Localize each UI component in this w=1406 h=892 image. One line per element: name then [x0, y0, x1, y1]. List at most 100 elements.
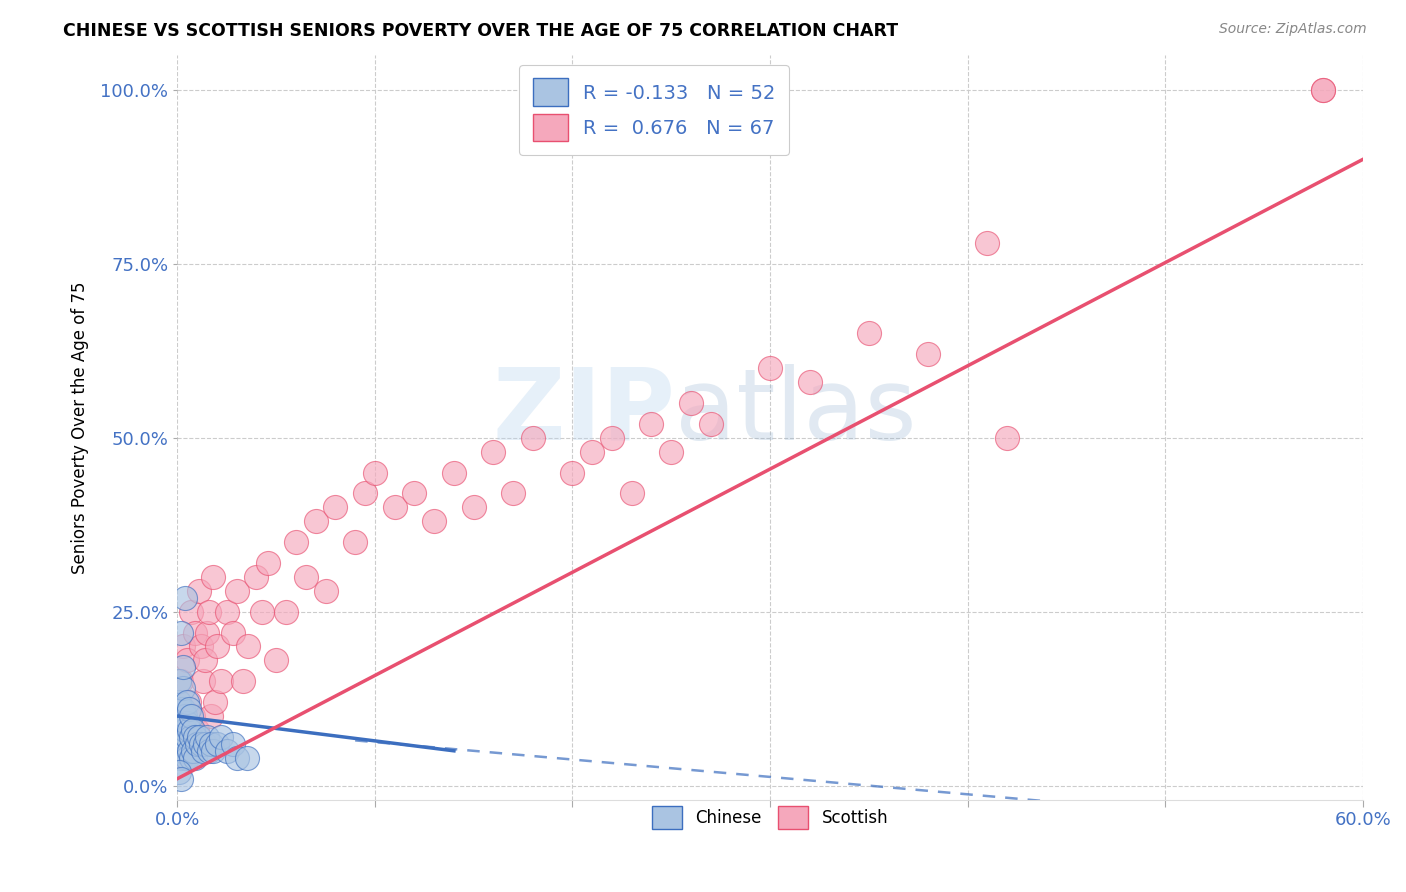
Point — [170, 737, 193, 751]
Point — [188, 730, 211, 744]
Text: atlas: atlas — [675, 364, 917, 461]
Point — [174, 723, 197, 737]
Point — [264, 653, 287, 667]
Point — [443, 466, 465, 480]
Point — [176, 695, 198, 709]
Point — [195, 730, 218, 744]
Point — [170, 716, 193, 731]
Point — [174, 591, 197, 605]
Point — [195, 625, 218, 640]
Point — [221, 625, 243, 640]
Point — [174, 723, 197, 737]
Point — [238, 640, 260, 654]
Point — [169, 674, 191, 689]
Point — [186, 723, 208, 737]
Point — [209, 730, 232, 744]
Point — [181, 744, 204, 758]
Point — [186, 737, 208, 751]
Point — [191, 674, 214, 689]
Legend: Chinese, Scottish: Chinese, Scottish — [645, 799, 894, 836]
Point — [600, 431, 623, 445]
Point — [172, 681, 194, 696]
Point — [188, 583, 211, 598]
Point — [659, 444, 682, 458]
Point — [463, 500, 485, 515]
Point — [181, 709, 204, 723]
Point — [169, 695, 191, 709]
Point — [170, 730, 193, 744]
Point — [232, 674, 254, 689]
Point — [799, 375, 821, 389]
Point — [209, 674, 232, 689]
Point — [174, 737, 197, 751]
Point — [169, 709, 191, 723]
Point — [354, 486, 377, 500]
Point — [502, 486, 524, 500]
Point — [561, 466, 583, 480]
Point — [169, 764, 191, 779]
Point — [169, 744, 191, 758]
Point — [180, 605, 202, 619]
Point — [181, 723, 204, 737]
Point — [179, 702, 201, 716]
Point — [170, 751, 193, 765]
Point — [190, 737, 212, 751]
Point — [169, 709, 191, 723]
Point — [252, 605, 274, 619]
Point — [198, 605, 221, 619]
Point — [180, 709, 202, 723]
Point — [172, 744, 194, 758]
Point — [404, 486, 426, 500]
Point — [172, 716, 194, 731]
Point — [522, 431, 544, 445]
Point — [620, 486, 643, 500]
Point — [201, 744, 224, 758]
Point — [215, 744, 238, 758]
Text: Source: ZipAtlas.com: Source: ZipAtlas.com — [1219, 22, 1367, 37]
Point — [215, 605, 238, 619]
Point — [294, 570, 316, 584]
Point — [225, 751, 247, 765]
Point — [179, 723, 201, 737]
Point — [700, 417, 723, 431]
Point — [184, 751, 207, 765]
Point — [201, 570, 224, 584]
Point — [1312, 83, 1334, 97]
Point — [204, 695, 226, 709]
Point — [184, 625, 207, 640]
Point — [174, 751, 197, 765]
Point — [640, 417, 662, 431]
Point — [1312, 83, 1334, 97]
Point — [198, 744, 221, 758]
Point — [581, 444, 603, 458]
Point — [284, 535, 307, 549]
Point — [170, 772, 193, 786]
Point — [205, 640, 228, 654]
Point — [180, 730, 202, 744]
Point — [176, 751, 198, 765]
Point — [858, 326, 880, 341]
Point — [194, 653, 217, 667]
Point — [205, 737, 228, 751]
Point — [200, 709, 222, 723]
Point — [482, 444, 505, 458]
Point — [179, 695, 201, 709]
Point — [274, 605, 297, 619]
Point — [235, 751, 257, 765]
Point — [194, 737, 217, 751]
Point — [170, 625, 193, 640]
Point — [172, 640, 194, 654]
Point — [245, 570, 267, 584]
Point — [172, 730, 194, 744]
Point — [172, 660, 194, 674]
Y-axis label: Seniors Poverty Over the Age of 75: Seniors Poverty Over the Age of 75 — [72, 281, 89, 574]
Point — [190, 640, 212, 654]
Point — [174, 709, 197, 723]
Point — [179, 744, 201, 758]
Point — [325, 500, 347, 515]
Point — [176, 716, 198, 731]
Point — [917, 347, 939, 361]
Point — [180, 751, 202, 765]
Point — [315, 583, 337, 598]
Point — [364, 466, 387, 480]
